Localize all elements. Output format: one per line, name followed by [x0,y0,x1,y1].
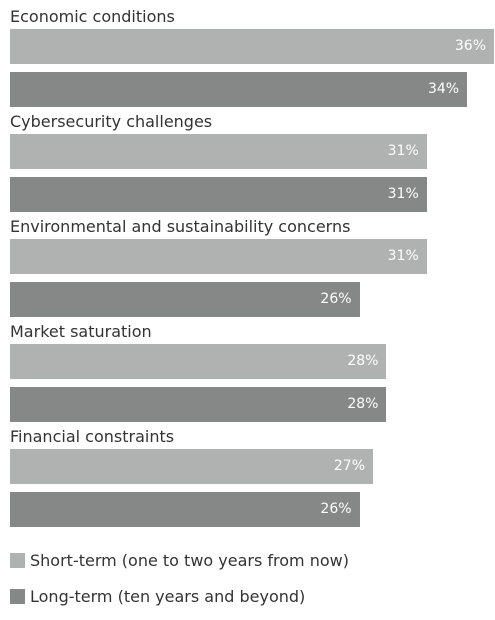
bar-chart: Economic conditions 36% 34% Cybersecurity c… [10,7,494,527]
bar-value-label: 34% [427,81,460,97]
bar-long-term: 31% [10,177,427,212]
bar-short-term: 27% [10,449,373,484]
category-label: Market saturation [10,322,152,341]
legend-label-short-term: Short-term (one to two years from now) [30,550,349,570]
category-label: Cybersecurity challenges [10,112,213,131]
bar-value-label: 28% [347,396,379,412]
legend-swatch-short-term [10,552,25,568]
legend: Short-term (one to two years from now) L… [10,548,490,620]
bar-short-term: 31% [10,239,427,274]
bar-long-term: 26% [10,282,360,317]
legend-item-short-term: Short-term (one to two years from now) [10,548,490,572]
category-label: Economic conditions [10,7,175,26]
bar-long-term: 34% [10,72,468,107]
legend-label-long-term: Long-term (ten years and beyond) [30,586,306,606]
bar-value-label: 27% [333,458,365,474]
bar-value-label: 28% [347,353,379,369]
bar-short-term: 31% [10,134,427,169]
bar-value-label: 31% [387,248,419,264]
category-label: Environmental and sustainability concern… [10,217,351,236]
bar-value-label: 26% [320,501,352,517]
legend-item-long-term: Long-term (ten years and beyond) [10,584,490,608]
bar-value-label: 36% [454,38,486,54]
bar-long-term: 26% [10,492,360,527]
bar-value-label: 31% [387,186,419,202]
bar-value-label: 31% [387,143,419,159]
bar-long-term: 28% [10,387,387,422]
category-label: Financial constraints [10,427,175,446]
legend-swatch-long-term [10,588,25,604]
bar-short-term: 28% [10,344,387,379]
bar-short-term: 36% [10,29,494,64]
bar-value-label: 26% [320,291,352,307]
